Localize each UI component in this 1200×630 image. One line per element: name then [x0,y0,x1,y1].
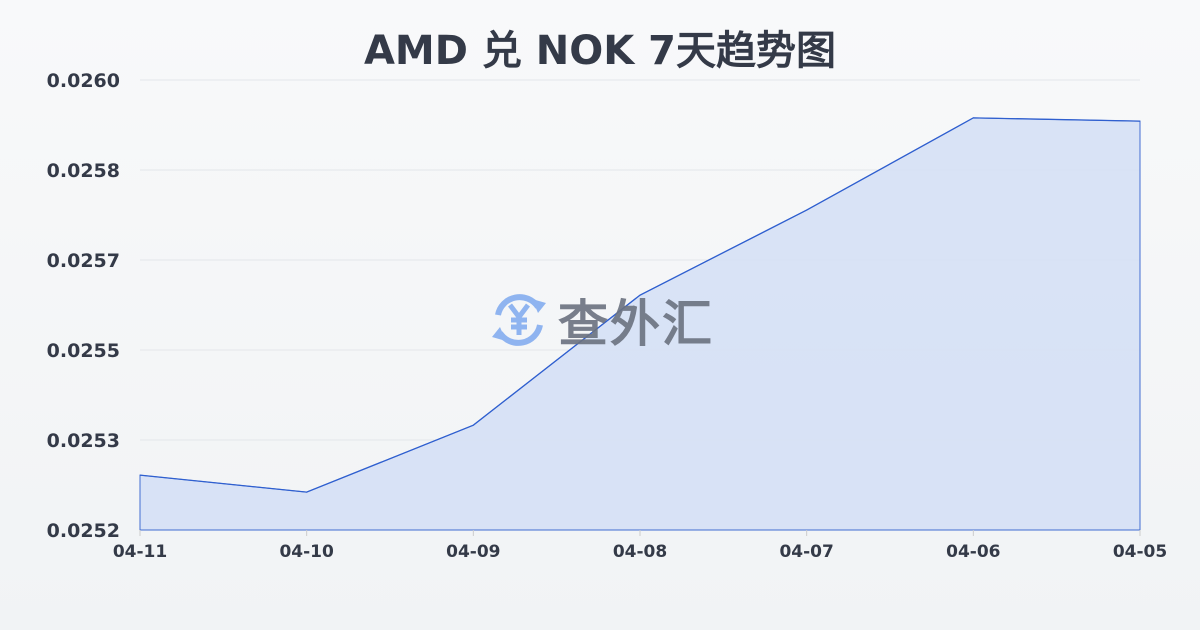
x-tick-label: 04-05 [1113,542,1167,562]
data-point [972,117,974,119]
x-tick-label: 04-08 [613,542,667,562]
chart-title: AMD 兑 NOK 7天趋势图 [363,28,837,74]
y-tick-label: 0.0258 [47,160,120,182]
yen-exchange-icon [492,294,546,346]
data-point [139,474,141,476]
y-tick-label: 0.0255 [47,340,120,362]
data-point [472,424,474,426]
data-point [806,209,808,211]
data-point [306,491,308,493]
x-tick-label: 04-07 [779,542,833,562]
x-tick-label: 04-10 [279,542,334,562]
watermark: 查外汇 [488,284,714,356]
y-tick-label: 0.0260 [47,70,120,92]
x-tick-label: 04-09 [446,542,500,562]
watermark-text: 查外汇 [558,295,714,353]
y-tick-label: 0.0253 [47,430,120,452]
y-tick-label: 0.0257 [47,250,120,272]
x-tick-label: 04-06 [946,542,1000,562]
y-tick-label: 0.0252 [47,520,120,542]
data-point [1139,120,1141,122]
data-point [639,294,641,296]
x-tick-label: 04-11 [113,542,167,562]
